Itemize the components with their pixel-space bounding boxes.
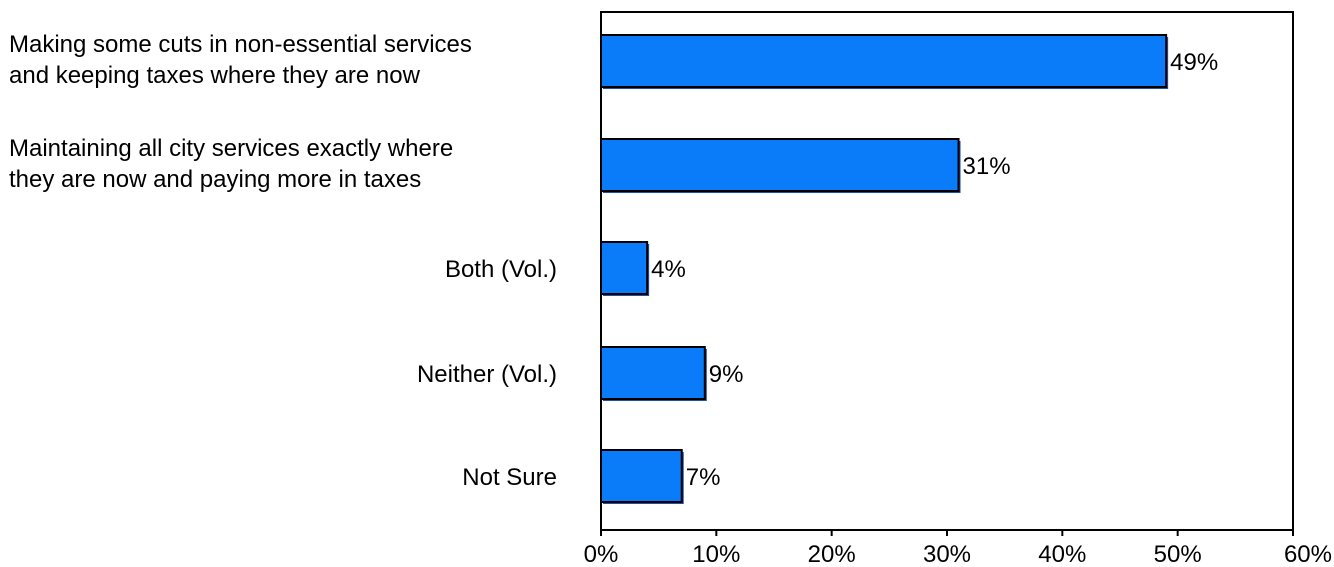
category-label-2: Both (Vol.) xyxy=(445,256,557,283)
category-labels: Making some cuts in non-essential servic… xyxy=(9,31,557,491)
bar-rect xyxy=(600,449,683,503)
bar-2 xyxy=(600,241,650,296)
bar-rect xyxy=(600,138,960,192)
bars-layer xyxy=(600,34,1169,504)
data-label-4: 7% xyxy=(686,464,721,491)
category-label-0-line-1: and keeping taxes where they are now xyxy=(9,62,421,89)
plot-frame xyxy=(600,11,1294,531)
data-label-0: 49% xyxy=(1170,49,1218,76)
category-label-4: Not Sure xyxy=(462,464,557,491)
x-axis-ticks: 0% 10% 20% 30% 40% 50% 60% xyxy=(584,530,1332,567)
data-labels: 49% 31% 4% 9% 7% xyxy=(651,49,1218,491)
bar-rect xyxy=(600,346,706,400)
category-label-1-line-0: Maintaining all city services exactly wh… xyxy=(9,135,453,162)
x-tick-label-3: 30% xyxy=(923,541,971,567)
plot-border xyxy=(600,11,1294,531)
x-tick-label-1: 10% xyxy=(692,541,740,567)
category-label-1-line-1: they are now and paying more in taxes xyxy=(9,166,421,193)
x-tick-label-5: 50% xyxy=(1154,541,1202,567)
bar-rect xyxy=(600,34,1168,88)
data-label-2: 4% xyxy=(651,256,686,283)
x-tick-label-0: 0% xyxy=(584,541,619,567)
bar-1 xyxy=(600,138,961,193)
bar-3 xyxy=(600,346,707,401)
category-label-0-line-0: Making some cuts in non-essential servic… xyxy=(9,31,472,58)
x-tick-label-2: 20% xyxy=(808,541,856,567)
bar-0 xyxy=(600,34,1169,89)
bar-rect xyxy=(600,241,649,295)
data-label-1: 31% xyxy=(963,153,1011,180)
x-tick-label-6: 60% xyxy=(1284,541,1332,567)
bar-4 xyxy=(600,449,684,504)
category-label-3: Neither (Vol.) xyxy=(417,361,557,388)
data-label-3: 9% xyxy=(709,361,744,388)
x-tick-label-4: 40% xyxy=(1038,541,1086,567)
